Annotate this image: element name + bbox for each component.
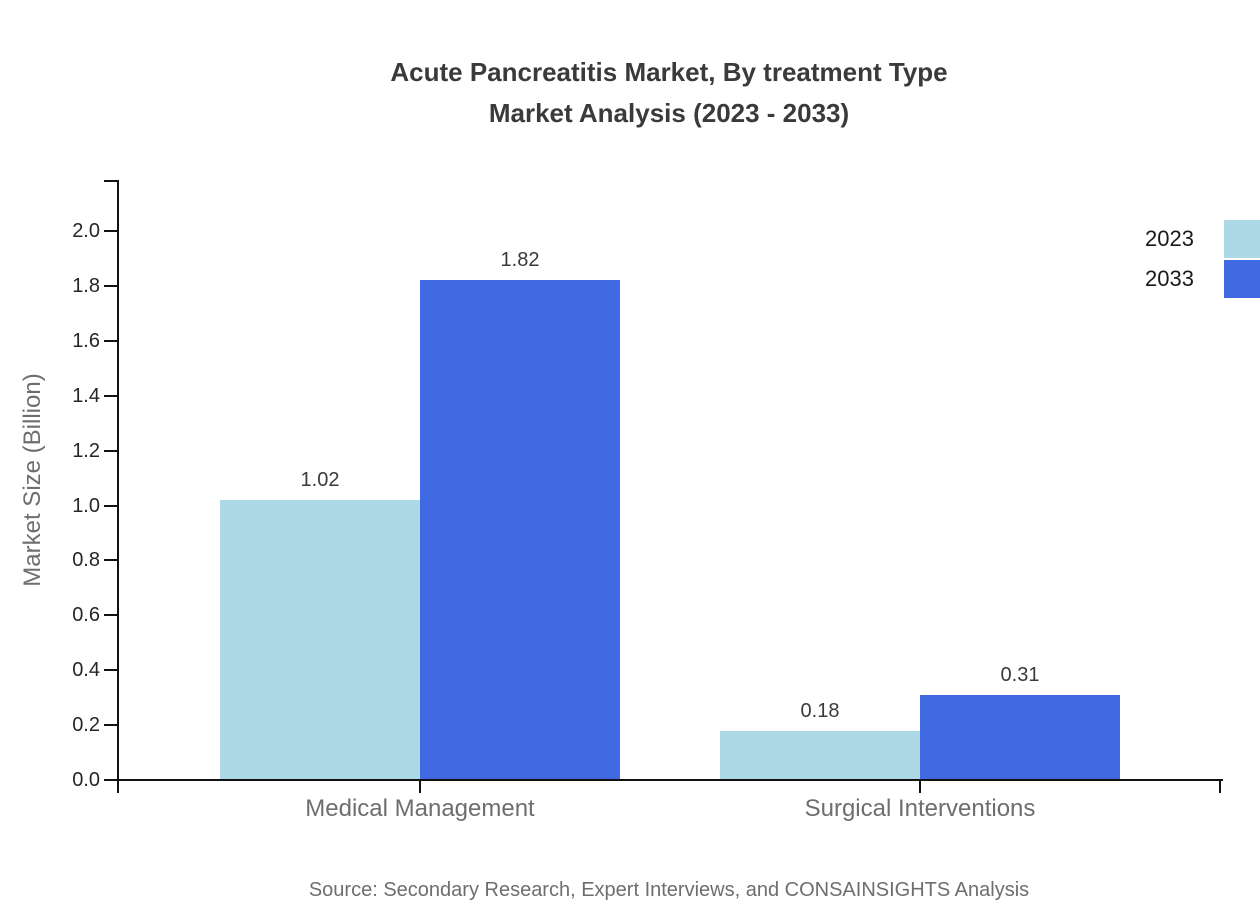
y-axis-spine [117,180,119,793]
category-label-medical-management: Medical Management [305,795,535,822]
y-tick-label-1.6: 1.6 [72,330,100,352]
legend-label-2023: 2023 [1145,226,1194,251]
y-tick-mark-1.6 [104,340,117,342]
y-tick-mark-0.8 [104,559,117,561]
y-tick-mark-0.0 [104,779,117,781]
legend-swatch-2033-icon [1224,260,1260,298]
category-label-surgical-interventions: Surgical Interventions [804,795,1036,822]
y-axis-top-cap [104,180,117,182]
bar-value-label-2023-surgical-interventions: 0.18 [800,700,840,722]
x-axis-spine [117,779,1223,781]
y-tick-mark-2.0 [104,230,117,232]
y-tick-mark-1.2 [104,450,117,452]
y-tick-mark-0.6 [104,614,117,616]
y-tick-mark-1.0 [104,505,117,507]
chart-title-line-2: Market Analysis (2023 - 2033) [488,98,850,128]
x-tick-mark-surgical-interventions [919,780,921,793]
y-tick-mark-1.4 [104,395,117,397]
y-tick-label-0.4: 0.4 [72,659,100,681]
legend-label-2033: 2033 [1145,266,1194,291]
bar-2033-surgical-interventions [920,695,1120,780]
legend-swatch-2023-icon [1224,220,1260,258]
y-tick-mark-1.8 [104,285,117,287]
bar-2023-medical-management [220,500,420,780]
source-attribution: Source: Secondary Research, Expert Inter… [308,879,1030,901]
y-tick-label-0.8: 0.8 [72,549,100,571]
chart-title-line-1: Acute Pancreatitis Market, By treatment … [390,57,948,87]
chart-title: Acute Pancreatitis Market, By treatment … [118,52,1220,134]
legend-item-2023: 2023 [1040,220,1260,258]
bar-value-label-2033-medical-management: 1.82 [500,249,540,271]
y-tick-label-1.0: 1.0 [72,495,100,517]
y-tick-mark-0.4 [104,669,117,671]
x-tick-mark-medical-management [419,780,421,793]
bar-2023-surgical-interventions [720,731,920,780]
bar-value-label-2033-surgical-interventions: 0.31 [1000,664,1040,686]
y-tick-label-0.6: 0.6 [72,604,100,626]
y-tick-label-0.0: 0.0 [72,769,100,791]
y-tick-label-2.0: 2.0 [72,220,100,242]
y-tick-label-1.8: 1.8 [72,275,100,297]
x-axis-right-cap [1219,779,1221,793]
legend-item-2033: 2033 [1040,260,1260,298]
y-tick-label-0.2: 0.2 [72,714,100,736]
bar-value-label-2023-medical-management: 1.02 [300,469,340,491]
bar-2033-medical-management [420,280,620,780]
y-tick-label-1.2: 1.2 [72,440,100,462]
y-tick-label-1.4: 1.4 [72,385,100,407]
y-tick-mark-0.2 [104,724,117,726]
